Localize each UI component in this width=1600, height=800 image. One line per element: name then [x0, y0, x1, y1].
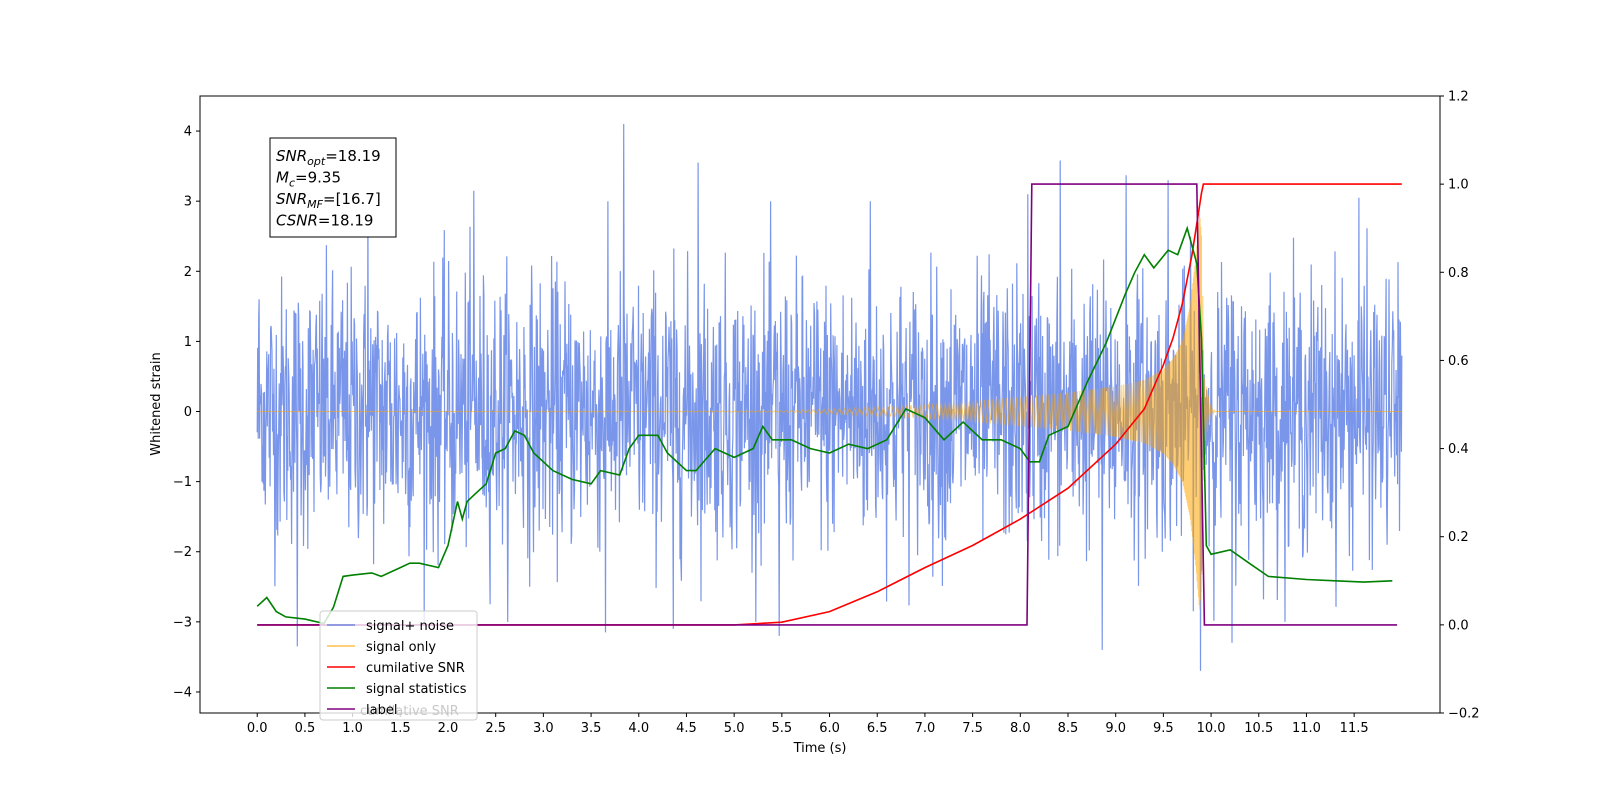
x-tick-label: 3.5 — [581, 721, 602, 736]
annotation-line: Mc=9.35 — [276, 169, 341, 190]
annotation-value: =18.19 — [325, 147, 381, 165]
annotation-symbol: M — [276, 169, 289, 187]
y-right-tick-label: 0.8 — [1448, 266, 1469, 281]
annotation-subscript: c — [289, 177, 295, 190]
annotation-box: SNRopt=18.19Mc=9.35SNRMF=[16.7]CSNR=18.1… — [269, 137, 397, 238]
annotation-line: SNRMF=[16.7] — [276, 190, 381, 211]
annotation-symbol: SNR — [276, 190, 307, 208]
annotation-subscript: opt — [307, 155, 326, 168]
x-tick-label: 3.0 — [533, 721, 554, 736]
x-tick-label: 1.0 — [342, 721, 363, 736]
y-tick-label: −4 — [173, 685, 192, 700]
x-tick-label: 1.5 — [390, 721, 411, 736]
y-axis-label: Whitened strain — [149, 352, 164, 455]
x-tick-label: 9.0 — [1105, 721, 1126, 736]
annotation-symbol: CSNR — [276, 212, 318, 230]
annotation-value: =[16.7] — [323, 190, 381, 208]
legend-frame — [319, 610, 478, 721]
x-tick-label: 5.0 — [724, 721, 745, 736]
legend-label: cumilative SNR — [366, 661, 465, 676]
legend-label: signal+ noise — [366, 619, 454, 634]
series-signal-noise-line — [256, 123, 1403, 671]
x-tick-label: 0.0 — [247, 721, 268, 736]
annotation-value: =18.19 — [318, 212, 374, 230]
plot-frame — [199, 95, 1441, 714]
y-tick-label: 4 — [184, 125, 192, 140]
x-tick-label: 2.5 — [485, 721, 506, 736]
y-right-tick-label: 0.2 — [1448, 530, 1469, 545]
annotation-line: CSNR=18.19 — [276, 212, 373, 230]
annotation-symbol: SNR — [276, 147, 307, 165]
y-right-tick-label: 0.4 — [1448, 442, 1469, 457]
x-tick-label: 7.5 — [962, 721, 983, 736]
x-tick-label: 11.5 — [1340, 721, 1369, 736]
x-tick-label: 4.0 — [628, 721, 649, 736]
y-tick-label: 1 — [184, 335, 192, 350]
x-tick-label: 8.5 — [1058, 721, 1079, 736]
x-tick-label: 9.5 — [1153, 721, 1174, 736]
y-tick-label: 3 — [184, 195, 192, 210]
legend-label: label — [366, 703, 397, 718]
series-layer — [256, 123, 1403, 671]
annotation-frame — [269, 137, 397, 238]
y-tick-label: 2 — [184, 265, 192, 280]
annotation-line: SNRopt=18.19 — [276, 147, 381, 168]
x-axis-label: Time (s) — [793, 741, 847, 756]
series-signal-statistics-line — [256, 225, 1393, 625]
x-axis: 0.0 0.5 1.0 1.5 2.0 2.5 3.0 3.5 4.0 4.5 5.0 5.5 6.0 6… — [247, 713, 1369, 736]
x-tick-label: 7.0 — [915, 721, 936, 736]
y-right-tick-label: 0.0 — [1448, 618, 1469, 633]
legend-ghost-text: cumilative SNR — [360, 704, 459, 719]
legend: cumilative SNR signal+ noise signal only cu… — [319, 610, 478, 721]
legend-label: signal only — [366, 640, 436, 655]
y-tick-label: −1 — [173, 475, 192, 490]
x-tick-label: 2.0 — [438, 721, 459, 736]
y-right-tick-label: 1.2 — [1448, 90, 1469, 105]
x-tick-label: 4.5 — [676, 721, 697, 736]
x-tick-label: 10.0 — [1197, 721, 1226, 736]
y-tick-label: −3 — [173, 615, 192, 630]
y-tick-label: −2 — [173, 545, 192, 560]
x-tick-label: 0.5 — [295, 721, 316, 736]
x-tick-label: 10.5 — [1244, 721, 1273, 736]
y-right-tick-label: −0.2 — [1448, 707, 1480, 722]
x-tick-label: 6.5 — [867, 721, 888, 736]
y-right-tick-label: 1.0 — [1448, 178, 1469, 193]
legend-label: signal statistics — [366, 682, 467, 697]
y-tick-label: 0 — [184, 405, 192, 420]
y-axis-right: −0.2 0.0 0.2 0.4 0.6 0.8 1.0 1.2 — [1440, 90, 1480, 722]
x-tick-label: 6.0 — [819, 721, 840, 736]
x-tick-label: 8.0 — [1010, 721, 1031, 736]
y-right-tick-label: 0.6 — [1448, 354, 1469, 369]
series-signal-only-line — [257, 213, 1402, 610]
x-tick-label: 5.5 — [772, 721, 793, 736]
annotation-value: =9.35 — [295, 169, 341, 187]
x-tick-label: 11.0 — [1292, 721, 1321, 736]
series-label-line — [257, 183, 1398, 626]
y-axis-left: −4 −3 −2 −1 0 1 2 3 4 — [173, 125, 200, 700]
annotation-subscript: MF — [307, 198, 323, 211]
